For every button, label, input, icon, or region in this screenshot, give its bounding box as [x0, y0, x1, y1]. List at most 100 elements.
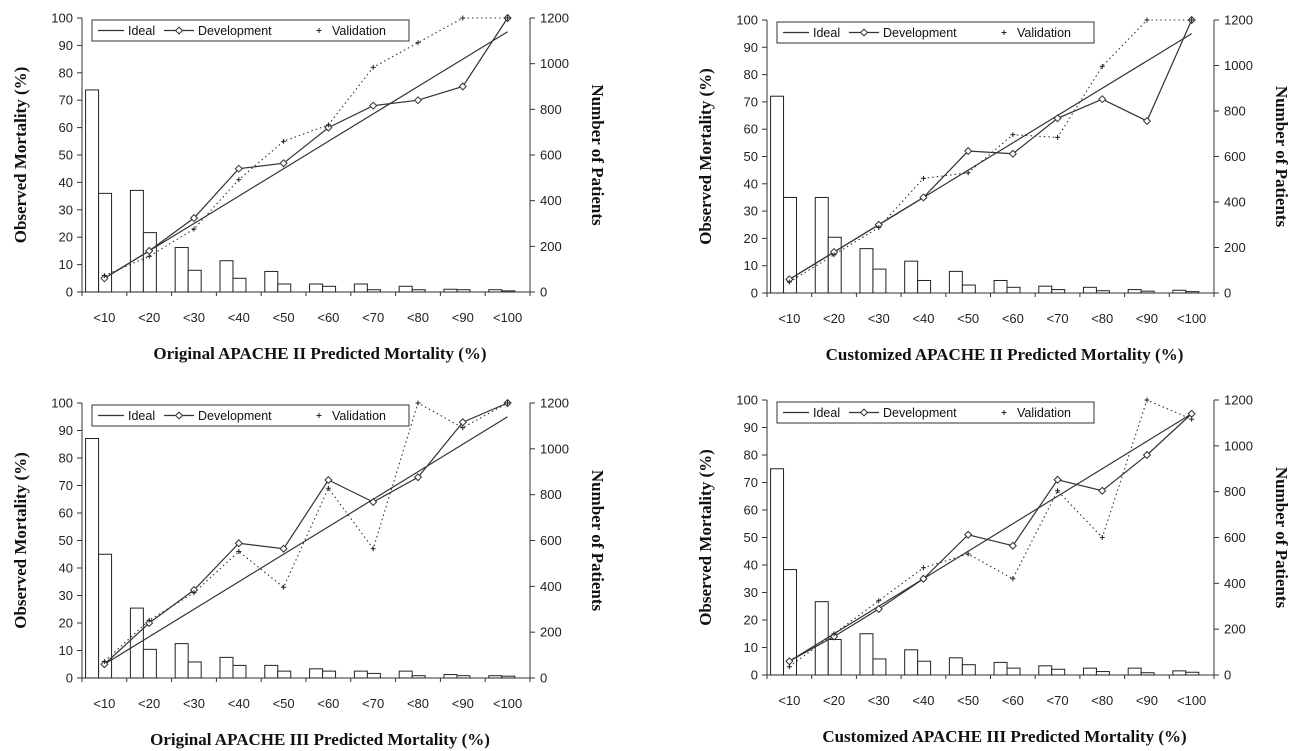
y-right-tick-label: 800 [540, 487, 562, 502]
chart-panel-2: 0102030405060708090100020040060080010001… [696, 13, 1291, 365]
series-validation-point [370, 546, 376, 552]
series-development-point [1008, 149, 1017, 158]
bar-validation [1140, 672, 1155, 676]
series-development-point [1098, 486, 1107, 495]
bar-development [309, 668, 324, 679]
bar-validation [277, 670, 292, 679]
bar-development [264, 664, 279, 679]
bar-validation [1095, 671, 1110, 676]
bar-development [1038, 285, 1053, 294]
bar-development [859, 248, 874, 294]
series-development-point [324, 123, 333, 132]
series-development-point [279, 544, 288, 553]
chart-panel-4: 0102030405060708090100020040060080010001… [696, 393, 1291, 747]
legend-development-label: Development [198, 24, 272, 38]
bar-development [129, 189, 144, 293]
bar-development [129, 607, 144, 679]
y-right-tick-label: 0 [540, 671, 547, 686]
series-development-point [919, 193, 928, 202]
legend-ideal-label: Ideal [813, 406, 840, 420]
bar-validation [1006, 667, 1021, 676]
x-tick-label: <30 [183, 696, 205, 711]
x-tick-label: <60 [317, 310, 339, 325]
y-left-tick-label: 60 [744, 503, 758, 518]
y-left-tick-label: 50 [744, 530, 758, 545]
bar-validation [1051, 289, 1066, 294]
series-development-point [369, 101, 378, 110]
y-right-tick-label: 800 [1224, 484, 1246, 499]
y-left-tick-label: 100 [736, 393, 758, 408]
series-development-point [413, 473, 423, 482]
bar-development [904, 649, 919, 676]
series-ideal-line [104, 416, 508, 665]
bar-development [948, 657, 963, 676]
y-left-tick-label: 60 [59, 120, 73, 135]
x-tick-label: <10 [93, 696, 115, 711]
x-tick-label: <90 [1136, 693, 1158, 708]
series-development-line [789, 413, 1193, 662]
x-axis-title: Customized APACHE II Predicted Mortality… [826, 345, 1184, 364]
x-tick-label: <80 [407, 310, 429, 325]
legend-box [91, 19, 410, 42]
series-development-point [1098, 95, 1107, 104]
y-right-tick-label: 200 [1224, 240, 1246, 255]
y-left-tick-label: 70 [59, 478, 73, 493]
y-right-tick-label: 1000 [1224, 438, 1253, 453]
bar-development [174, 643, 189, 679]
series-validation-point [1055, 134, 1061, 140]
bar-development [309, 283, 324, 293]
y-left-tick-label: 40 [744, 558, 758, 573]
series-validation-point [325, 122, 331, 128]
series-validation-point [236, 549, 242, 554]
y-axis-right-title: Number of Patients [588, 84, 607, 226]
y-right-tick-label: 0 [540, 285, 547, 300]
bar-validation [187, 661, 202, 679]
series-validation-point [965, 551, 971, 557]
bar-development [398, 670, 413, 679]
series-development-point [145, 618, 154, 628]
y-axis-right-title: Number of Patients [588, 470, 607, 612]
bar-validation [411, 675, 426, 679]
x-tick-label: <100 [493, 310, 522, 325]
bar-validation [783, 569, 798, 676]
bar-validation [277, 283, 292, 293]
bar-development [174, 246, 189, 293]
y-left-tick-label: 30 [744, 204, 758, 219]
y-right-tick-label: 200 [540, 625, 562, 640]
y-right-tick-label: 1000 [540, 441, 569, 456]
y-left-tick-label: 100 [736, 13, 758, 28]
y-left-tick-label: 40 [59, 175, 73, 190]
bar-development [770, 95, 785, 294]
series-validation-point [786, 664, 792, 670]
series-development-point [1053, 114, 1062, 123]
x-tick-label: <50 [273, 310, 295, 325]
series-validation-point [101, 659, 107, 664]
legend-development-marker [174, 26, 184, 35]
legend-development-marker [859, 408, 869, 417]
x-tick-label: <70 [362, 310, 384, 325]
bar-validation [322, 670, 337, 679]
chart-panel-1: 0102030405060708090100020040060080010001… [11, 11, 607, 364]
y-right-tick-label: 200 [1224, 622, 1246, 637]
legend: Ideal Development Validation [91, 404, 410, 427]
x-tick-label: <100 [1177, 311, 1206, 326]
y-right-tick-label: 1200 [540, 396, 569, 411]
bar-validation [98, 192, 113, 293]
y-right-tick-label: 1000 [1224, 58, 1253, 73]
series-development-point [1142, 450, 1152, 460]
y-left-tick-label: 30 [59, 202, 73, 217]
series-validation-point [1055, 488, 1061, 494]
bar-validation [1185, 291, 1200, 294]
y-left-tick-label: 40 [744, 176, 758, 191]
bar-development [353, 283, 368, 293]
chart-panel-3: 0102030405060708090100020040060080010001… [11, 396, 607, 750]
bar-development [859, 633, 874, 676]
legend-ideal-label: Ideal [813, 26, 840, 40]
series-validation-point [370, 64, 376, 70]
bar-development [814, 601, 829, 676]
x-tick-label: <40 [912, 311, 934, 326]
series-ideal-line [104, 31, 508, 279]
bar-development [1172, 670, 1187, 676]
series-validation-line [789, 399, 1192, 668]
x-tick-label: <40 [228, 696, 250, 711]
